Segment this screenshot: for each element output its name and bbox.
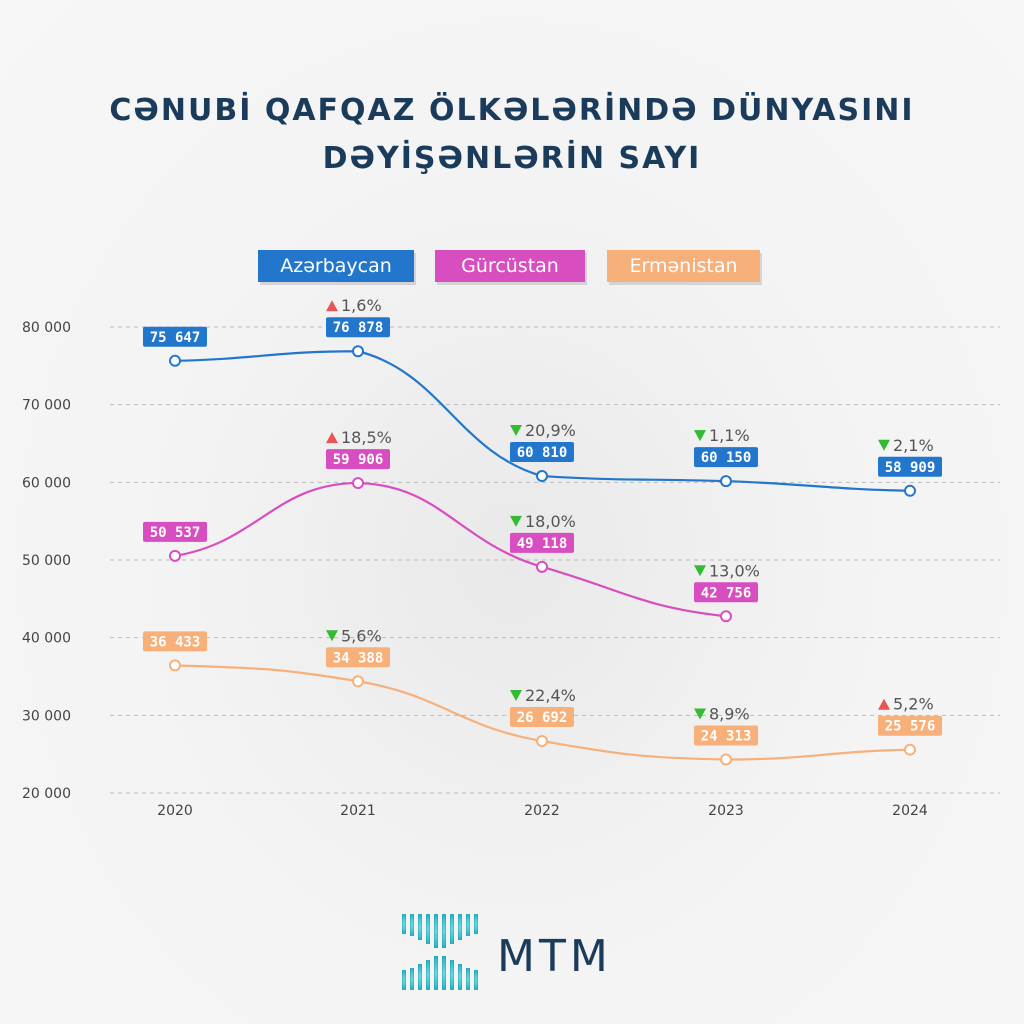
value-label-box [878,715,942,736]
value-label-box [143,326,207,347]
change-down-icon [878,439,890,451]
y-tick-label: 30 000 [22,708,71,724]
data-point [536,470,548,483]
value-label-box [694,447,758,468]
change-label: 5,2% [893,695,934,714]
value-label: 59 906 [333,452,384,468]
value-label: 42 756 [701,585,752,601]
series-line [174,481,727,618]
y-tick-label: 20 000 [22,786,71,802]
change-label: 18,5% [341,428,392,447]
y-tick-label: 70 000 [22,398,71,414]
change-down-icon [694,430,706,442]
change-label: 1,1% [709,426,750,445]
value-label-box [878,456,942,477]
value-label: 25 576 [885,719,936,735]
data-point [536,735,548,748]
change-down-icon [694,565,706,577]
legend-gurcustan: Gürcüstan [435,250,585,282]
value-label-box [326,317,390,338]
value-label: 34 388 [333,650,384,666]
value-label-box [510,442,574,463]
x-tick-label: 2022 [524,803,560,819]
data-point [352,345,364,358]
value-label: 26 692 [517,710,568,726]
change-down-icon [510,690,522,702]
value-label-box [326,647,390,668]
value-label: 36 433 [150,634,201,650]
value-label: 24 313 [701,729,752,745]
y-tick-label: 50 000 [22,553,71,569]
y-tick-label: 40 000 [22,631,71,647]
change-label: 22,4% [525,686,576,705]
value-label: 58 909 [885,460,936,476]
value-label-box [143,521,207,542]
value-label: 76 878 [333,320,384,336]
change-label: 20,9% [525,421,576,440]
y-tick-label: 80 000 [22,320,71,336]
change-label: 8,9% [709,705,750,724]
data-point [536,560,548,573]
change-up-icon [326,300,338,312]
value-label-box [510,532,574,553]
value-label: 75 647 [150,330,201,346]
data-point [169,354,181,367]
change-label: 13,0% [709,561,760,580]
data-point [720,610,732,623]
value-label: 60 150 [701,450,752,466]
change-label: 5,6% [341,626,382,645]
change-label: 2,1% [893,436,934,455]
data-point [169,549,181,562]
value-label-box [694,582,758,603]
y-tick-label: 60 000 [22,475,71,491]
value-label-box [510,707,574,728]
data-point [352,675,364,688]
data-point [169,659,181,672]
change-label: 18,0% [525,512,576,531]
value-label-box [326,449,390,470]
change-up-icon [326,432,338,444]
data-point [904,743,916,756]
chart-title-line2: DƏYİŞƏNLƏRİN SAYI [322,141,702,176]
mtm-logo-text: MTM [497,931,612,982]
data-point [352,477,364,490]
value-label-box [694,725,758,746]
change-down-icon [694,708,706,720]
data-point [720,753,732,766]
change-label: 1,6% [341,296,382,315]
value-label-box [143,631,207,652]
change-down-icon [510,425,522,437]
change-down-icon [326,630,338,642]
x-tick-label: 2020 [157,803,193,819]
chart-title-line1: CƏNUBİ QAFQAZ ÖLKƏLƏRİNDƏ DÜNYASINI [109,93,915,128]
change-down-icon [510,515,522,527]
change-up-icon [878,698,890,710]
x-tick-label: 2023 [708,803,744,819]
mtm-logo-icon [402,914,478,990]
legend-azerbaycan: Azərbaycan [258,250,414,282]
x-tick-label: 2021 [340,803,376,819]
x-tick-label: 2024 [892,803,928,819]
data-point [720,475,732,488]
value-label: 50 537 [150,525,201,541]
value-label: 60 810 [517,445,568,461]
legend-ermenistan: Ermənistan [607,250,760,282]
value-label: 49 118 [517,536,568,552]
data-point [904,484,916,497]
